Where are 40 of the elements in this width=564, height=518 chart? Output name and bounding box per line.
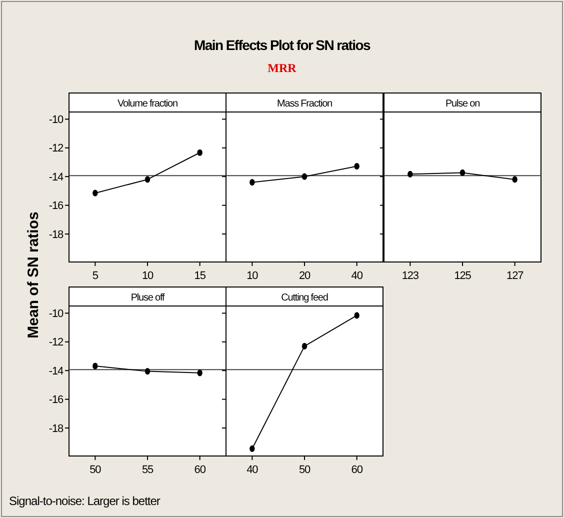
x-tick-label: 125 <box>454 270 472 282</box>
y-tick-label: -14 <box>48 365 64 378</box>
x-tick-label: 60 <box>194 464 206 476</box>
x-tick-label: 15 <box>194 270 206 282</box>
x-tick-label: 123 <box>402 270 419 282</box>
y-tick-label: -12 <box>48 142 64 155</box>
x-tick-label: 10 <box>142 270 154 282</box>
chart-title: Pulse on <box>445 98 480 110</box>
y-tick-label: -12 <box>48 336 64 349</box>
point <box>92 190 98 196</box>
y-tick-label: -14 <box>48 171 64 184</box>
x-tick-label: 40 <box>351 270 363 282</box>
text: MRR <box>268 61 297 75</box>
y-tick-label: -10 <box>48 114 64 126</box>
x-tick-label: 55 <box>142 464 154 476</box>
text: Main Effects Plot for SN ratios <box>194 37 371 53</box>
chart-title: Mass Fraction <box>277 98 332 110</box>
point <box>144 368 150 375</box>
point <box>144 176 150 183</box>
x-tick-label: 127 <box>506 270 524 282</box>
x-tick-label: 50 <box>298 464 310 476</box>
chart-title: Cutting feed <box>281 292 328 304</box>
chart-title: Pluse off <box>130 292 165 304</box>
x-tick-label: 40 <box>246 464 258 476</box>
point <box>197 370 202 376</box>
text: Mean of SN ratios <box>25 212 42 338</box>
text: Signal-to-noise: Larger is better <box>9 494 160 508</box>
x-tick-label: 50 <box>90 464 102 476</box>
y-tick-label: -10 <box>48 308 64 320</box>
y-tick-label: -16 <box>48 394 64 406</box>
y-tick-label: -16 <box>48 200 64 212</box>
point <box>92 362 98 370</box>
x-tick-label: 60 <box>351 464 363 476</box>
y-tick-label: -18 <box>48 422 64 435</box>
y-tick-label: -18 <box>48 228 64 241</box>
chart-title: Volume fraction <box>118 98 178 110</box>
point <box>197 149 202 156</box>
x-tick-label: 5 <box>92 270 98 282</box>
x-tick-label: 20 <box>298 270 310 282</box>
x-tick-label: 10 <box>246 270 258 282</box>
